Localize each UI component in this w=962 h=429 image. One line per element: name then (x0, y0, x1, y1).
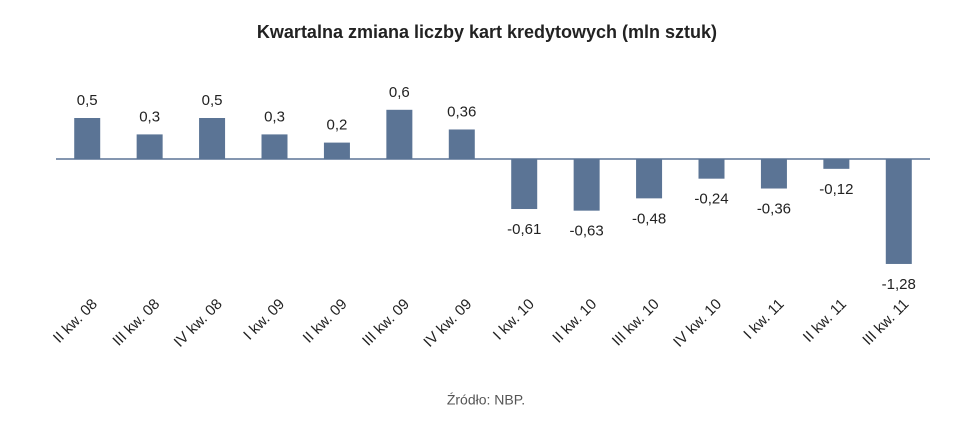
value-label: -0,24 (694, 191, 728, 208)
value-label: 0,6 (389, 84, 410, 101)
x-tick-label: II kw. 09 (300, 296, 351, 347)
x-tick-label: II kw. 08 (50, 296, 101, 347)
x-tick-label: III kw. 09 (359, 296, 413, 350)
value-label: -0,48 (632, 210, 666, 227)
x-tick-label: II kw. 10 (549, 296, 600, 347)
bar (760, 159, 787, 189)
value-label: 0,2 (326, 117, 347, 134)
chart-title: Kwartalna zmiana liczby kart kredytowych… (257, 22, 717, 42)
value-label: -0,12 (819, 181, 853, 198)
source-note: Źródło: NBP. (447, 392, 525, 408)
value-label: 0,5 (202, 92, 223, 109)
bar (885, 159, 912, 264)
x-tick-label: IV kw. 08 (171, 296, 226, 351)
x-tick-label: II kw. 11 (800, 296, 850, 346)
bar (74, 118, 101, 159)
bar (573, 159, 600, 211)
bar (261, 134, 288, 159)
bar (823, 159, 850, 169)
value-label: -0,61 (507, 221, 541, 238)
value-label: -0,36 (757, 200, 791, 217)
x-tick-label: III kw. 10 (609, 296, 663, 350)
value-label: 0,36 (447, 103, 476, 120)
value-label: 0,5 (77, 92, 98, 109)
bar (448, 129, 475, 159)
value-label: 0,3 (264, 108, 285, 125)
bar (386, 109, 413, 159)
x-tick-label: IV kw. 09 (420, 296, 475, 351)
bar (323, 142, 350, 159)
x-tick-label: III kw. 11 (859, 296, 912, 349)
bar (136, 134, 163, 159)
x-tick-label: I kw. 10 (490, 296, 538, 344)
value-label: 0,3 (139, 108, 160, 125)
bar (636, 159, 663, 199)
bar (511, 159, 538, 210)
x-tick-label: I kw. 11 (740, 296, 787, 343)
value-label: -0,63 (570, 223, 604, 240)
x-tick-label: I kw. 09 (240, 296, 288, 344)
x-tick-label: III kw. 08 (109, 296, 163, 350)
x-tick-label: IV kw. 10 (670, 296, 725, 351)
value-label: -1,28 (882, 276, 916, 293)
bar (199, 118, 226, 159)
bar (698, 159, 725, 179)
